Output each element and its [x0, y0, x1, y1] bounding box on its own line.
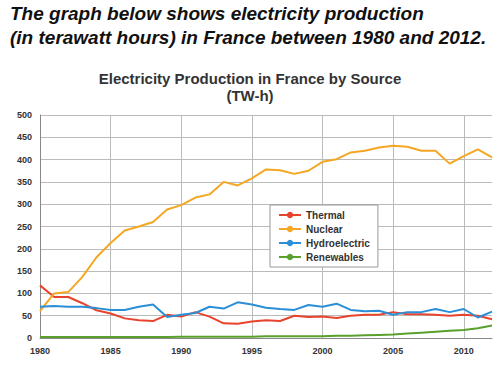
svg-text:350: 350	[17, 177, 32, 187]
svg-text:2010: 2010	[454, 346, 474, 356]
svg-text:Renewables: Renewables	[306, 252, 364, 263]
svg-text:450: 450	[17, 132, 32, 142]
svg-text:1990: 1990	[171, 346, 191, 356]
svg-text:Electricity Production in Fran: Electricity Production in France by Sour…	[99, 70, 402, 87]
html-text:(in terawatt hours) in France: (in terawatt hours) in France between 19…	[10, 27, 487, 48]
svg-text:300: 300	[17, 199, 32, 209]
svg-text:0: 0	[27, 333, 32, 343]
svg-text:(TW-h): (TW-h)	[226, 87, 273, 104]
svg-text:Nuclear: Nuclear	[306, 224, 343, 235]
svg-text:1980: 1980	[30, 346, 50, 356]
svg-text:50: 50	[22, 311, 32, 321]
svg-text:1995: 1995	[242, 346, 262, 356]
svg-text:200: 200	[17, 244, 32, 254]
svg-text:150: 150	[17, 266, 32, 276]
svg-text:500: 500	[17, 110, 32, 120]
svg-text:1985: 1985	[101, 346, 121, 356]
svg-text:2000: 2000	[312, 346, 332, 356]
html-text:The graph below shows electric: The graph below shows electricity produc…	[10, 3, 424, 24]
svg-text:100: 100	[17, 288, 32, 298]
svg-text:Thermal: Thermal	[306, 210, 345, 221]
svg-text:2005: 2005	[383, 346, 403, 356]
svg-text:Hydroelectric: Hydroelectric	[306, 238, 370, 249]
svg-text:250: 250	[17, 222, 32, 232]
svg-text:400: 400	[17, 155, 32, 165]
